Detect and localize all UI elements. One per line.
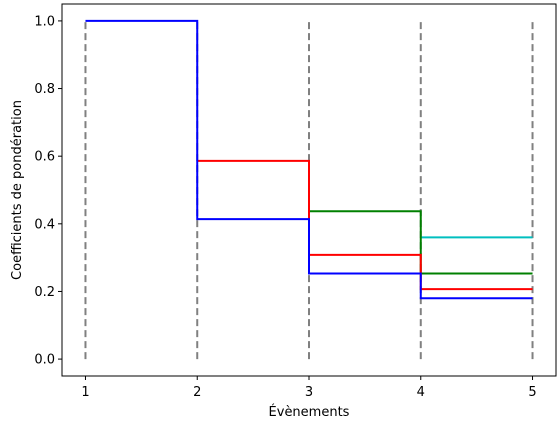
y-tick-label: 0.2 [34,285,55,300]
x-axis-label: Évènements [269,404,350,420]
y-tick-label: 0.4 [34,217,55,232]
x-tick-label: 2 [193,385,201,400]
series-line-3 [197,159,533,291]
series-line-2 [309,210,533,275]
x-tick-label: 5 [528,385,536,400]
y-tick-label: 0.6 [34,150,55,165]
y-tick-label: 0.8 [34,82,55,97]
x-tick-label: 3 [305,385,313,400]
y-tick-label: 1.0 [34,14,55,29]
x-tick-label: 1 [81,385,89,400]
y-tick-label: 0.0 [34,353,55,368]
x-axis: 1 2 3 4 5 [81,376,537,400]
series-line-4 [85,19,533,300]
y-axis: 0.0 0.2 0.4 0.6 0.8 1.0 [34,14,62,368]
y-axis-label: Coefficients de pondération [10,100,25,280]
series-group [85,19,533,300]
x-tick-label: 4 [417,385,425,400]
